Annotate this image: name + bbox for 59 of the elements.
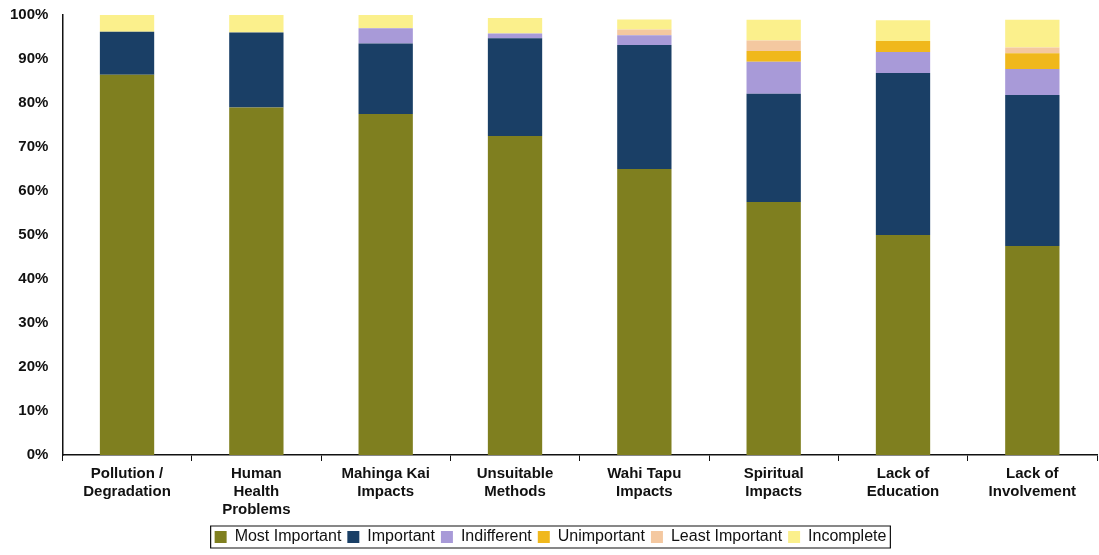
bar bbox=[617, 44, 672, 169]
y-tick-label: 60% bbox=[18, 181, 49, 199]
bar bbox=[746, 51, 801, 62]
bar bbox=[1005, 53, 1060, 70]
legend-label: Incomplete bbox=[808, 527, 887, 545]
legend-label: Important bbox=[367, 527, 436, 545]
x-tick-label: Pollution / Degradation bbox=[83, 464, 171, 500]
bar bbox=[1005, 19, 1060, 48]
bar bbox=[358, 43, 413, 114]
y-tick-label: 100% bbox=[9, 5, 49, 23]
bar bbox=[487, 33, 543, 39]
bar bbox=[487, 136, 543, 455]
x-tick-label: Spiritual Impacts bbox=[743, 464, 804, 500]
legend-label: Indifferent bbox=[460, 527, 533, 545]
y-tick-label: 40% bbox=[18, 269, 49, 287]
bar bbox=[358, 15, 413, 29]
bar bbox=[746, 202, 801, 455]
bar bbox=[229, 15, 284, 33]
bar bbox=[875, 51, 931, 74]
bar bbox=[617, 35, 672, 45]
y-tick-label: 30% bbox=[18, 313, 49, 331]
legend-label: Most Important bbox=[234, 527, 342, 545]
bar bbox=[99, 74, 155, 455]
y-tick-label: 10% bbox=[18, 401, 49, 419]
bar bbox=[875, 73, 931, 235]
bar bbox=[875, 235, 931, 455]
bar bbox=[1005, 246, 1060, 455]
bar bbox=[1005, 69, 1060, 96]
y-tick-label: 20% bbox=[18, 357, 49, 375]
x-tick-label: Human Health Problems bbox=[222, 464, 291, 518]
bar bbox=[99, 31, 155, 75]
bar bbox=[617, 169, 672, 455]
y-tick-label: 90% bbox=[18, 49, 49, 67]
bar bbox=[746, 19, 801, 41]
bar bbox=[229, 32, 284, 108]
y-tick-label: 50% bbox=[18, 225, 49, 243]
x-tick-label: Lack of Education bbox=[866, 464, 940, 500]
legend-label: Least Important bbox=[670, 527, 783, 545]
bar bbox=[746, 61, 801, 94]
x-tick-label: Unsuitable Methods bbox=[476, 464, 554, 500]
bar bbox=[1005, 95, 1060, 246]
bar bbox=[487, 18, 543, 34]
bar bbox=[487, 38, 543, 136]
bar bbox=[746, 40, 801, 52]
y-tick-label: 0% bbox=[26, 445, 49, 463]
bar bbox=[875, 40, 931, 52]
x-tick-label: Wahi Tapu Impacts bbox=[607, 464, 682, 500]
bar bbox=[358, 28, 413, 44]
x-tick-label: Mahinga Kai Impacts bbox=[341, 464, 430, 500]
y-tick-label: 80% bbox=[18, 93, 49, 111]
bar bbox=[99, 15, 155, 32]
y-tick-label: 70% bbox=[18, 137, 49, 155]
bar bbox=[875, 20, 931, 41]
bar bbox=[358, 114, 413, 455]
bar bbox=[746, 93, 801, 202]
bar bbox=[617, 19, 672, 30]
legend-label: Unimportant bbox=[557, 527, 646, 545]
x-tick-label: Lack of Involvement bbox=[988, 464, 1077, 500]
bar bbox=[229, 107, 284, 455]
